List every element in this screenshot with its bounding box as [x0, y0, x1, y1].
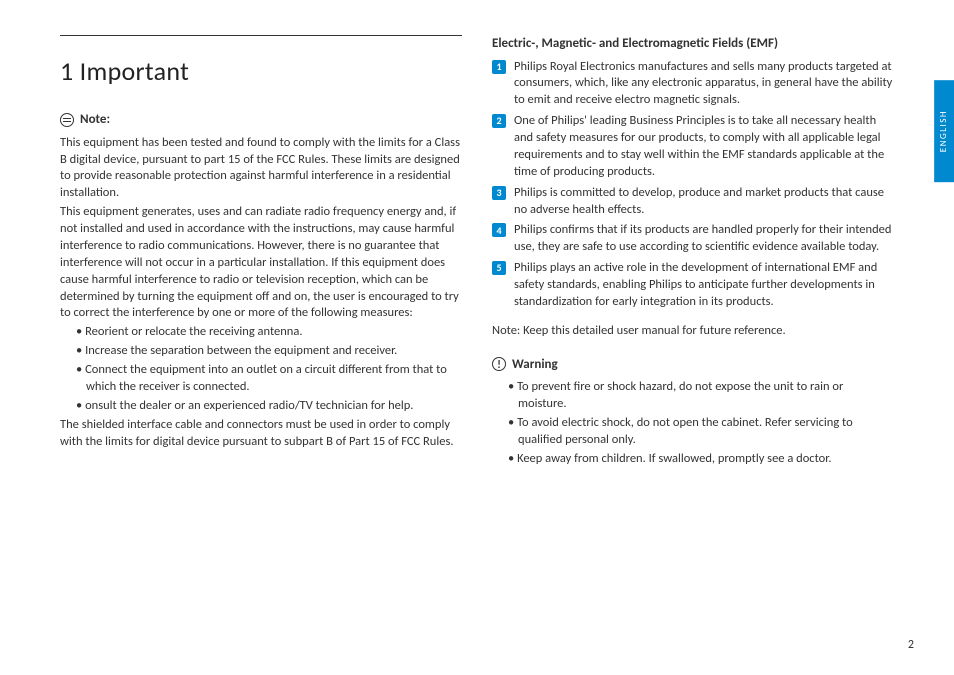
page-number: 2	[908, 637, 914, 653]
note-paragraph-1: This equipment has been tested and found…	[60, 135, 462, 203]
list-item: Reorient or relocate the receiving anten…	[68, 324, 462, 341]
list-item: To avoid electric shock, do not open the…	[500, 415, 894, 449]
measures-list: Reorient or relocate the receiving anten…	[68, 324, 462, 414]
note-icon	[60, 113, 74, 127]
note-heading: Note:	[60, 111, 462, 129]
language-tab[interactable]: ENGLISH	[934, 80, 954, 182]
left-column: 1 Important Note: This equipment has bee…	[60, 35, 462, 470]
emf-item-text: Philips Royal Electronics manufactures a…	[514, 59, 894, 110]
emf-item-text: One of Philips' leading Business Princip…	[514, 113, 894, 181]
reference-note: Note: Keep this detailed user manual for…	[492, 323, 894, 340]
list-item: Connect the equipment into an outlet on …	[68, 362, 462, 396]
list-item: onsult the dealer or an experienced radi…	[68, 398, 462, 415]
warning-heading: ! Warning	[492, 356, 894, 374]
horizontal-rule	[60, 35, 462, 36]
page-content: 1 Important Note: This equipment has bee…	[0, 0, 954, 500]
list-item: 3 Philips is committed to develop, produc…	[492, 185, 894, 219]
list-item: 4 Philips confirms that if its products a…	[492, 222, 894, 256]
note-paragraph-3: The shielded interface cable and connect…	[60, 417, 462, 451]
warning-label: Warning	[512, 356, 558, 374]
number-badge: 2	[492, 114, 506, 128]
right-column: Electric-, Magnetic- and Electromagnetic…	[492, 35, 894, 470]
section-heading: 1 Important	[60, 54, 462, 89]
list-item: 5 Philips plays an active role in the dev…	[492, 260, 894, 311]
emf-list: 1 Philips Royal Electronics manufactures …	[492, 59, 894, 311]
number-badge: 3	[492, 186, 506, 200]
warning-list: To prevent fire or shock hazard, do not …	[500, 379, 894, 467]
list-item: 1 Philips Royal Electronics manufactures …	[492, 59, 894, 110]
list-item: Increase the separation between the equi…	[68, 343, 462, 360]
emf-item-text: Philips plays an active role in the deve…	[514, 260, 894, 311]
note-paragraph-2: This equipment generates, uses and can r…	[60, 204, 462, 322]
list-item: Keep away from children. If swallowed, p…	[500, 451, 894, 468]
number-badge: 4	[492, 223, 506, 237]
note-label: Note:	[80, 111, 110, 129]
list-item: To prevent fire or shock hazard, do not …	[500, 379, 894, 413]
number-badge: 1	[492, 60, 506, 74]
list-item: 2 One of Philips' leading Business Princi…	[492, 113, 894, 181]
emf-item-text: Philips is committed to develop, produce…	[514, 185, 894, 219]
warning-icon: !	[492, 357, 506, 371]
emf-heading: Electric-, Magnetic- and Electromagnetic…	[492, 35, 894, 53]
number-badge: 5	[492, 261, 506, 275]
emf-item-text: Philips confirms that if its products ar…	[514, 222, 894, 256]
